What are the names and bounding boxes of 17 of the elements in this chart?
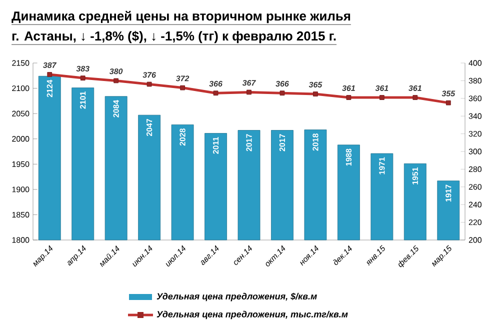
point [146,82,152,87]
point [280,90,285,96]
point [412,95,418,100]
point [246,90,252,95]
point [80,76,86,80]
point [114,78,119,84]
point [47,72,52,77]
point [379,95,384,100]
chart-title: Динамика средней цены на вторичном рынке жилья [12,10,350,24]
legend-label: Удельная цена предложения, тыс.тг/кв.м [156,310,348,320]
point [346,95,352,100]
legend-label: Удельная цена предложения, $/кв.м [156,292,317,302]
point [446,100,451,106]
point [180,85,185,90]
point [313,92,318,96]
chart-subtitle: г. Астаны, ↓ -1,8% ($), ↓ -1,5% (тг) к февралю 2015 г. [12,30,336,44]
point [213,90,218,96]
